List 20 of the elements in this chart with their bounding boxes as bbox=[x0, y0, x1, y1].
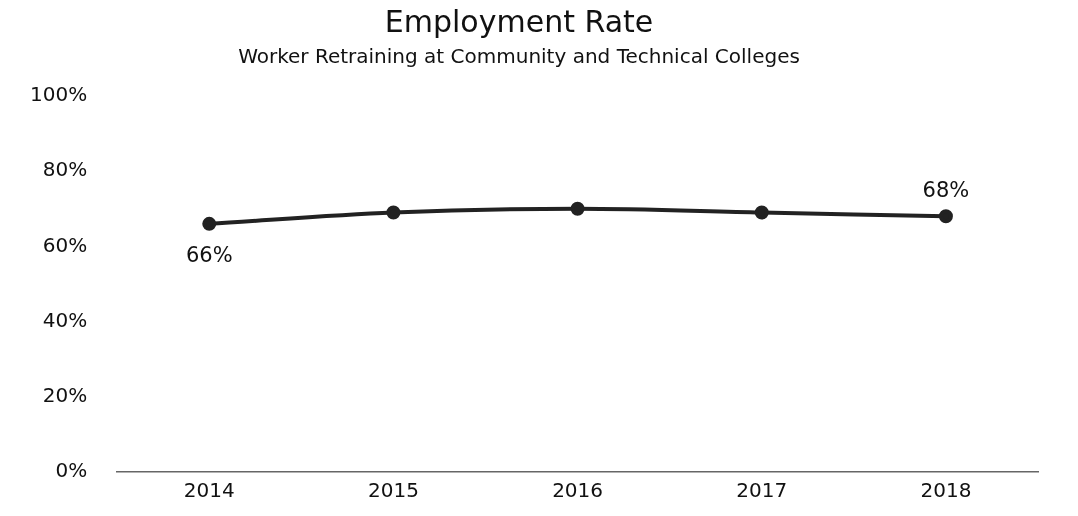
y-tick-label: 40% bbox=[42, 307, 88, 332]
chart-subtitle: Worker Retraining at Community and Technical Colleges bbox=[238, 44, 800, 69]
x-tick-label: 2015 bbox=[367, 478, 419, 503]
data-label: 68% bbox=[922, 178, 970, 203]
chart-title: Employment Rate bbox=[384, 3, 654, 39]
x-tick-label: 2014 bbox=[183, 478, 235, 503]
point bbox=[386, 205, 401, 220]
y-tick-label: 80% bbox=[42, 157, 88, 182]
x-tick-label: 2018 bbox=[920, 478, 972, 503]
point bbox=[938, 209, 953, 224]
y-tick-label: 100% bbox=[29, 82, 88, 107]
point bbox=[202, 216, 217, 231]
data-label: 66% bbox=[185, 242, 233, 267]
point bbox=[570, 201, 585, 216]
x-tick-label: 2016 bbox=[552, 478, 604, 503]
y-tick-label: 60% bbox=[42, 232, 88, 257]
y-tick-label: 20% bbox=[42, 383, 88, 407]
x-tick-label: 2017 bbox=[736, 478, 788, 503]
point bbox=[754, 205, 769, 220]
y-tick-label: 0% bbox=[55, 458, 88, 483]
